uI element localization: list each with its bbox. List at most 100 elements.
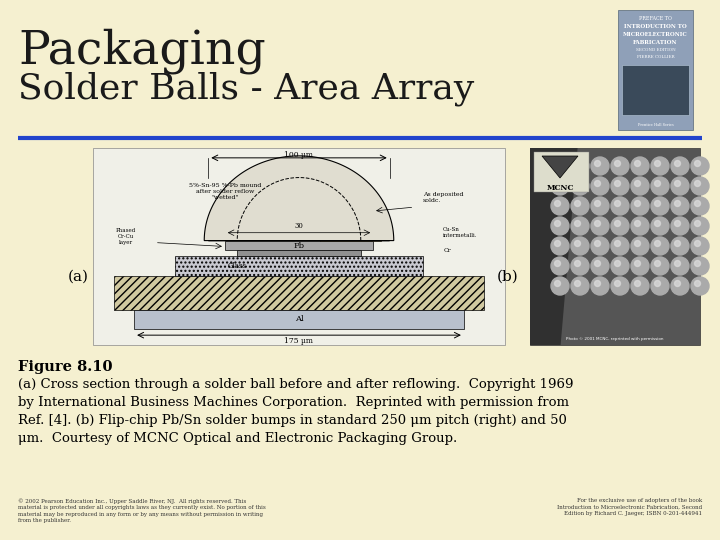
Circle shape xyxy=(591,177,609,195)
Circle shape xyxy=(695,220,701,226)
Circle shape xyxy=(631,197,649,215)
Circle shape xyxy=(591,257,609,275)
Circle shape xyxy=(675,260,680,267)
Circle shape xyxy=(671,157,689,175)
Circle shape xyxy=(614,180,621,186)
Text: (b): (b) xyxy=(497,269,519,284)
Circle shape xyxy=(651,237,669,255)
Circle shape xyxy=(691,177,709,195)
Circle shape xyxy=(651,217,669,235)
Circle shape xyxy=(631,177,649,195)
Polygon shape xyxy=(320,235,382,241)
Circle shape xyxy=(571,177,589,195)
Text: PIERRE COLLIER: PIERRE COLLIER xyxy=(636,55,675,59)
Circle shape xyxy=(551,177,569,195)
Circle shape xyxy=(631,157,649,175)
Circle shape xyxy=(571,217,589,235)
Circle shape xyxy=(611,277,629,295)
Circle shape xyxy=(575,180,580,186)
Circle shape xyxy=(691,257,709,275)
Text: Phased
Cr-Cu
layer: Phased Cr-Cu layer xyxy=(116,228,136,245)
Circle shape xyxy=(654,260,660,267)
Circle shape xyxy=(595,220,600,226)
Circle shape xyxy=(654,280,660,287)
Text: (a): (a) xyxy=(68,269,89,284)
Circle shape xyxy=(591,157,609,175)
Circle shape xyxy=(554,240,560,246)
Circle shape xyxy=(654,220,660,226)
Circle shape xyxy=(654,200,660,206)
Circle shape xyxy=(634,260,641,267)
Circle shape xyxy=(695,160,701,166)
Circle shape xyxy=(675,200,680,206)
Circle shape xyxy=(675,180,680,186)
Circle shape xyxy=(695,200,701,206)
Circle shape xyxy=(691,277,709,295)
Circle shape xyxy=(571,157,589,175)
Circle shape xyxy=(591,217,609,235)
Circle shape xyxy=(695,280,701,287)
Circle shape xyxy=(551,157,569,175)
Circle shape xyxy=(575,280,580,287)
Circle shape xyxy=(611,217,629,235)
Circle shape xyxy=(595,160,600,166)
Circle shape xyxy=(651,197,669,215)
Circle shape xyxy=(675,220,680,226)
Circle shape xyxy=(551,237,569,255)
Circle shape xyxy=(671,197,689,215)
Circle shape xyxy=(571,237,589,255)
Circle shape xyxy=(671,277,689,295)
Circle shape xyxy=(691,197,709,215)
Circle shape xyxy=(651,277,669,295)
Circle shape xyxy=(671,177,689,195)
Text: Figure 8.10: Figure 8.10 xyxy=(18,360,112,374)
Circle shape xyxy=(671,237,689,255)
Text: MICROELECTRONIC: MICROELECTRONIC xyxy=(623,32,688,37)
Circle shape xyxy=(691,237,709,255)
Polygon shape xyxy=(237,251,361,256)
Circle shape xyxy=(631,237,649,255)
Circle shape xyxy=(571,277,589,295)
Circle shape xyxy=(551,257,569,275)
Circle shape xyxy=(554,220,560,226)
Text: Solder Balls - Area Array: Solder Balls - Area Array xyxy=(18,72,474,106)
Text: Cr: Cr xyxy=(444,248,451,253)
Text: INTRODUCTION TO: INTRODUCTION TO xyxy=(624,24,687,29)
Circle shape xyxy=(551,277,569,295)
Circle shape xyxy=(631,257,649,275)
Text: Packaging: Packaging xyxy=(18,28,266,74)
Circle shape xyxy=(651,257,669,275)
Text: 100 µm: 100 µm xyxy=(284,151,313,159)
Circle shape xyxy=(651,157,669,175)
Circle shape xyxy=(614,240,621,246)
Circle shape xyxy=(575,260,580,267)
Circle shape xyxy=(575,200,580,206)
Bar xyxy=(530,148,700,345)
Circle shape xyxy=(611,257,629,275)
Circle shape xyxy=(671,217,689,235)
Circle shape xyxy=(595,280,600,287)
Text: For the exclusive use of adopters of the book
Introduction to Microelectronic Fa: For the exclusive use of adopters of the… xyxy=(557,498,702,516)
Circle shape xyxy=(575,160,580,166)
Circle shape xyxy=(654,180,660,186)
Text: © 2002 Pearson Education Inc., Upper Saddle River, NJ.  All rights reserved. Thi: © 2002 Pearson Education Inc., Upper Sad… xyxy=(18,498,266,523)
Circle shape xyxy=(575,220,580,226)
Circle shape xyxy=(654,240,660,246)
Text: 5%-Sn-95 %-Pb mound
after solder reflow
"wetted": 5%-Sn-95 %-Pb mound after solder reflow … xyxy=(189,184,261,200)
Circle shape xyxy=(611,157,629,175)
Circle shape xyxy=(614,220,621,226)
Circle shape xyxy=(591,277,609,295)
Circle shape xyxy=(695,260,701,267)
Circle shape xyxy=(634,180,641,186)
Text: SECOND EDITION: SECOND EDITION xyxy=(636,48,675,52)
Bar xyxy=(622,65,689,115)
Circle shape xyxy=(634,160,641,166)
Circle shape xyxy=(595,200,600,206)
Text: Cu-Sn
intermetalli.: Cu-Sn intermetalli. xyxy=(444,227,477,238)
Circle shape xyxy=(614,160,621,166)
Text: FABRICATION: FABRICATION xyxy=(634,40,678,45)
Circle shape xyxy=(654,160,660,166)
Circle shape xyxy=(634,200,641,206)
Polygon shape xyxy=(204,156,394,241)
Circle shape xyxy=(595,240,600,246)
